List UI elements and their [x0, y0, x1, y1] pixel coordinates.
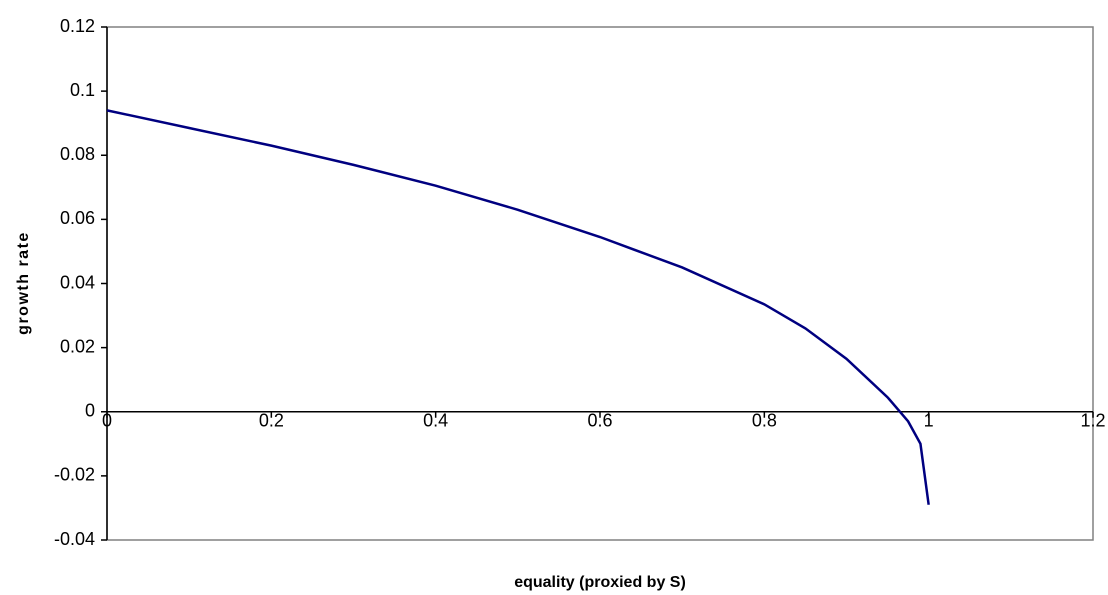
x-tick-label: 0.2 [259, 411, 284, 431]
y-tick-label: 0.12 [60, 16, 95, 36]
y-tick-label: 0.02 [60, 336, 95, 356]
y-tick-label: -0.04 [54, 529, 95, 549]
x-tick-label: 0 [102, 411, 112, 431]
plot-frame [106, 26, 1094, 541]
y-tick-label: -0.02 [54, 465, 95, 485]
x-tick-label: 1 [924, 411, 934, 431]
x-tick-label: 1.2 [1080, 411, 1105, 431]
x-tick-label: 0.6 [587, 411, 612, 431]
y-tick-label: 0.04 [60, 272, 95, 292]
y-tick-label: 0.1 [70, 80, 95, 100]
x-tick-label: 0.4 [423, 411, 448, 431]
y-axis-label: growth rate [15, 231, 32, 335]
y-tick-label: 0.08 [60, 144, 95, 164]
y-tick-label: 0 [85, 401, 95, 421]
data-line [106, 109, 930, 505]
x-tick-label: 0.8 [752, 411, 777, 431]
y-tick-label: 0.06 [60, 208, 95, 228]
x-axis-label: equality (proxied by S) [514, 574, 686, 591]
